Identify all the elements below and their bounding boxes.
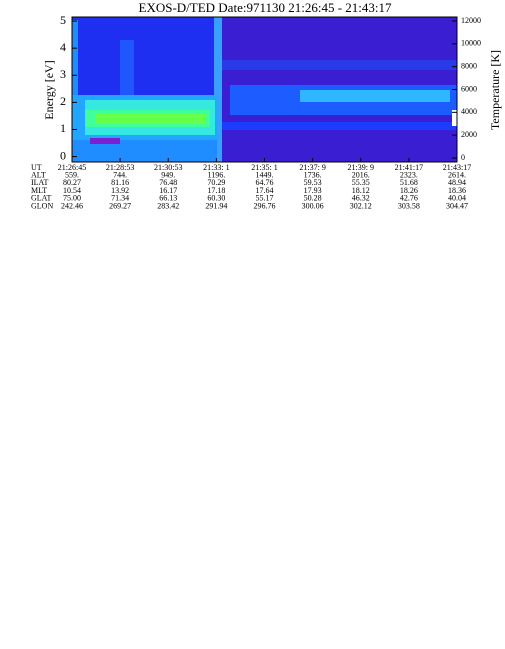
table-cell: 744. bbox=[113, 171, 127, 180]
table-cell: 1449. bbox=[256, 171, 274, 180]
y-axis-label: Energy [eV] bbox=[42, 60, 56, 119]
y2-tick-label: 8000 bbox=[461, 61, 477, 70]
table-cell: 70.29 bbox=[207, 178, 225, 187]
y2-tick-label: 2000 bbox=[461, 130, 477, 139]
y2-tick-label: 4000 bbox=[461, 107, 477, 116]
y-tick-label: 0 bbox=[60, 148, 66, 162]
table-cell: 21:26:45 bbox=[58, 163, 86, 172]
table-cell: 1196. bbox=[208, 171, 226, 180]
y2-tick-label: 12000 bbox=[461, 16, 481, 25]
table-cell: 21:30:53 bbox=[154, 163, 182, 172]
row-label: UT bbox=[31, 163, 42, 172]
table-cell: 559. bbox=[65, 171, 79, 180]
row-label: ALT bbox=[31, 171, 46, 180]
y-tick-label: 3 bbox=[60, 67, 66, 81]
table-cell: 17.93 bbox=[304, 186, 322, 195]
table-cell: 17.18 bbox=[207, 186, 225, 195]
table-cell: 10.54 bbox=[63, 186, 81, 195]
table-cell: 18.12 bbox=[352, 186, 370, 195]
table-cell: 50.28 bbox=[304, 194, 322, 203]
table-cell: 296.76 bbox=[254, 201, 276, 210]
table-cell: 1736. bbox=[304, 171, 322, 180]
y-tick-label: 4 bbox=[60, 40, 66, 54]
table-cell: 21:33: 1 bbox=[203, 163, 229, 172]
table-cell: 303.58 bbox=[398, 201, 420, 210]
table-cell: 40.04 bbox=[448, 194, 466, 203]
table-cell: 17.64 bbox=[256, 186, 274, 195]
table-cell: 269.27 bbox=[109, 201, 131, 210]
y2-tick-label: 0 bbox=[461, 153, 465, 162]
table-cell: 21:37: 9 bbox=[299, 163, 325, 172]
table-cell: 2016. bbox=[352, 171, 370, 180]
table-cell: 46.32 bbox=[352, 194, 370, 203]
row-label: GLAT bbox=[31, 194, 52, 203]
table-cell: 2323. bbox=[400, 171, 418, 180]
table-cell: 16.17 bbox=[159, 186, 177, 195]
table-cell: 59.53 bbox=[304, 178, 322, 187]
y-tick-label: 1 bbox=[60, 121, 66, 135]
y-tick-label: 5 bbox=[60, 13, 66, 27]
table-cell: 949. bbox=[161, 171, 175, 180]
table-cell: 21:39: 9 bbox=[348, 163, 374, 172]
row-label: MLT bbox=[31, 186, 47, 195]
table-cell: 302.12 bbox=[350, 201, 372, 210]
table-cell: 48.94 bbox=[448, 178, 466, 187]
table-cell: 18.36 bbox=[448, 186, 466, 195]
table-cell: 76.48 bbox=[159, 178, 177, 187]
chart-title: EXOS-D/TED Date:971130 21:26:45 - 21:43:… bbox=[139, 0, 392, 15]
y-tick-label: 2 bbox=[60, 94, 66, 108]
table-cell: 18.26 bbox=[400, 186, 418, 195]
table-cell: 13.92 bbox=[111, 186, 129, 195]
table-cell: 75.00 bbox=[63, 194, 81, 203]
table-cell: 64.76 bbox=[256, 178, 274, 187]
table-cell: 55.35 bbox=[352, 178, 370, 187]
table-cell: 2614. bbox=[448, 171, 466, 180]
table-cell: 60.30 bbox=[207, 194, 225, 203]
y2-axis-label: Temperature [K] bbox=[488, 50, 502, 130]
table-cell: 304.47 bbox=[446, 201, 468, 210]
table-cell: 291.94 bbox=[205, 201, 227, 210]
row-label: ILAT bbox=[31, 178, 48, 187]
table-cell: 51.68 bbox=[400, 178, 418, 187]
table-cell: 66.13 bbox=[159, 194, 177, 203]
table-cell: 80.27 bbox=[63, 178, 81, 187]
row-label: GLON bbox=[31, 201, 53, 210]
y2-tick-label: 6000 bbox=[461, 84, 477, 93]
table-cell: 300.06 bbox=[302, 201, 324, 210]
table-cell: 42.76 bbox=[400, 194, 418, 203]
y2-tick-label: 10000 bbox=[461, 39, 481, 48]
table-cell: 21:28:53 bbox=[106, 163, 134, 172]
table-cell: 55.17 bbox=[256, 194, 274, 203]
table-cell: 71.34 bbox=[111, 194, 129, 203]
table-cell: 242.46 bbox=[61, 201, 83, 210]
table-cell: 21:35: 1 bbox=[251, 163, 277, 172]
table-cell: 21:43:17 bbox=[443, 163, 471, 172]
table-cell: 283.42 bbox=[157, 201, 179, 210]
table-cell: 81.16 bbox=[111, 178, 129, 187]
spectrogram-image bbox=[71, 16, 458, 163]
table-cell: 21:41:17 bbox=[395, 163, 423, 172]
